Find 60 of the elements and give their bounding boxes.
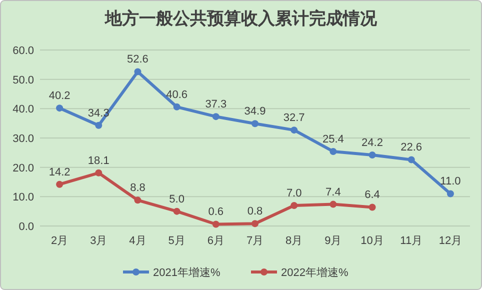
chart-title: 地方一般公共预算收入累计完成情况 <box>104 9 378 28</box>
point <box>446 190 454 198</box>
data-label: 25.4 <box>322 133 344 146</box>
point <box>173 103 180 110</box>
x-tick-label: 9月 <box>324 235 342 247</box>
data-label: 7.4 <box>326 186 341 198</box>
data-label: 40.6 <box>166 88 188 101</box>
x-tick-label: 11月 <box>400 235 423 247</box>
point <box>134 68 142 76</box>
point <box>95 122 102 129</box>
x-tick-label: 10月 <box>360 235 384 247</box>
data-label: 0.8 <box>247 206 263 218</box>
legend-label: 2021年增速% <box>153 266 220 279</box>
point <box>252 220 258 228</box>
point <box>290 202 298 209</box>
y-tick-label: 10.0 <box>12 192 34 204</box>
y-tick-label: 50.0 <box>12 74 34 86</box>
y-tick-label: 40.0 <box>12 104 34 116</box>
y-tick-label: 20.0 <box>12 162 34 174</box>
x-tick-label: 12月 <box>438 235 462 247</box>
point <box>252 120 258 128</box>
point <box>290 126 298 134</box>
point <box>368 152 376 159</box>
data-label: 18.1 <box>88 154 110 167</box>
data-label: 11.0 <box>440 176 461 188</box>
x-tick-label: 4月 <box>129 235 146 247</box>
data-label: 22.6 <box>400 142 422 154</box>
data-label: 32.7 <box>283 112 305 124</box>
data-label: 6.4 <box>364 189 380 202</box>
point <box>408 156 415 164</box>
x-tick-label: 6月 <box>207 235 224 247</box>
point <box>95 169 102 176</box>
point <box>212 113 220 120</box>
point <box>173 208 180 215</box>
legend-label: 2022年增速% <box>281 266 348 279</box>
x-tick-label: 8月 <box>286 235 303 247</box>
data-label: 40.2 <box>48 90 70 102</box>
y-tick-label: 30.0 <box>12 133 34 145</box>
point <box>134 196 142 204</box>
data-label: 7.0 <box>286 187 302 200</box>
point <box>212 220 220 228</box>
data-label: 0.6 <box>208 206 224 218</box>
data-label: 34.9 <box>244 106 266 118</box>
x-tick-label: 7月 <box>246 235 264 247</box>
point <box>330 148 337 155</box>
y-tick-label: 60.0 <box>12 45 34 57</box>
x-tick-label: 3月 <box>90 235 108 247</box>
x-tick-label: 2月 <box>50 235 68 247</box>
point <box>330 200 337 208</box>
data-label: 8.8 <box>130 182 146 194</box>
data-label: 37.3 <box>205 98 227 111</box>
x-tick-label: 5月 <box>168 235 186 247</box>
data-label: 52.6 <box>127 54 148 66</box>
data-label: 24.2 <box>362 137 383 150</box>
point <box>368 204 376 211</box>
y-tick-label: 0.0 <box>18 221 34 233</box>
point <box>56 104 64 112</box>
data-label: 14.2 <box>48 166 70 178</box>
data-label: 5.0 <box>169 193 184 206</box>
point <box>56 180 64 188</box>
